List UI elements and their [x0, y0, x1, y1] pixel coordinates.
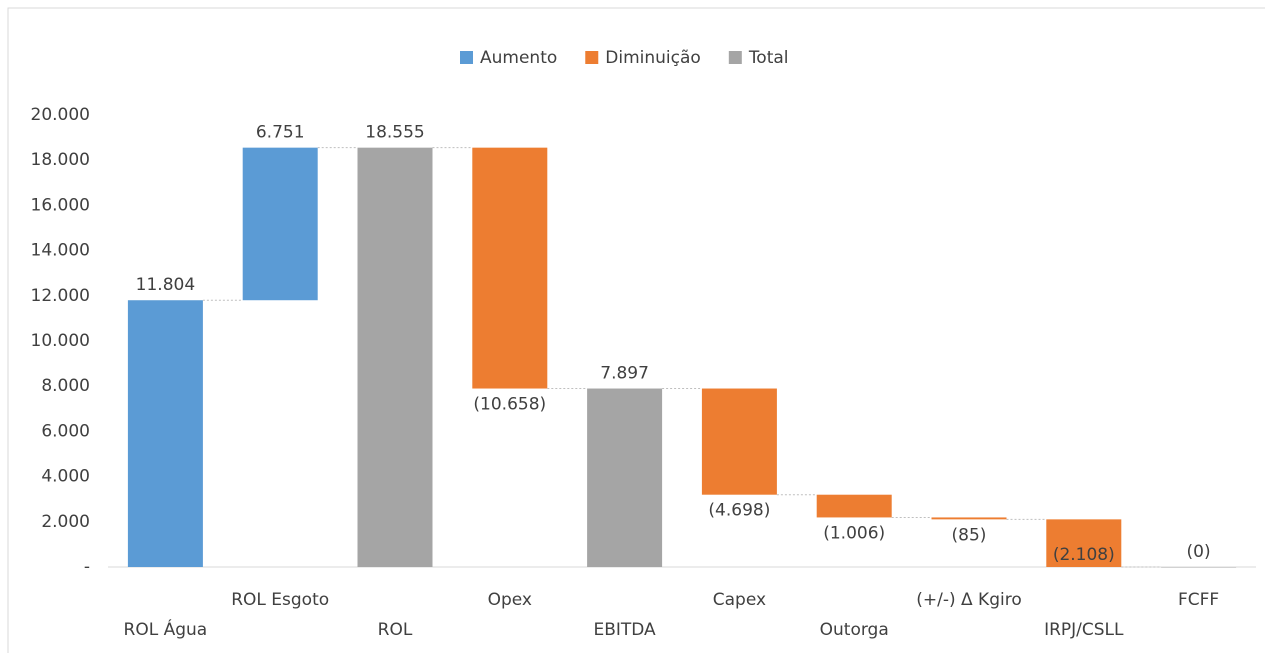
- bar: [701, 388, 777, 495]
- data-label: 18.555: [365, 123, 424, 143]
- data-label: (1.006): [823, 523, 885, 543]
- bar: [816, 494, 892, 518]
- x-tick-label: IRPJ/CSLL: [1044, 620, 1124, 640]
- y-tick-label: 20.000: [31, 105, 90, 125]
- x-tick-label: ROL: [378, 620, 413, 640]
- bar: [587, 388, 663, 567]
- y-tick-label: 16.000: [31, 195, 90, 215]
- data-label: 7.897: [600, 364, 649, 384]
- y-tick-label: 18.000: [31, 150, 90, 170]
- bar: [357, 147, 433, 568]
- y-tick-label: 6.000: [41, 421, 90, 441]
- x-tick-label: Capex: [713, 590, 766, 610]
- y-tick-label: 4.000: [41, 467, 90, 487]
- y-tick-label: 10.000: [31, 331, 90, 351]
- x-tick-label: FCFF: [1178, 590, 1219, 610]
- data-label: (4.698): [708, 501, 770, 521]
- bar: [242, 147, 318, 301]
- bar: [1161, 567, 1237, 568]
- legend-label: Total: [748, 48, 789, 68]
- bar: [127, 300, 203, 567]
- legend-swatch: [460, 51, 473, 64]
- x-tick-label: Opex: [488, 590, 532, 610]
- x-tick-label: ROL Esgoto: [231, 590, 329, 610]
- legend-swatch: [585, 51, 599, 64]
- data-label: (2.108): [1053, 545, 1115, 565]
- bar: [1046, 519, 1122, 567]
- y-tick-label: 14.000: [31, 241, 90, 261]
- data-label: (85): [952, 525, 987, 545]
- data-label: 6.751: [256, 123, 305, 143]
- y-tick-label: 2.000: [41, 512, 90, 532]
- legend-label: Aumento: [480, 48, 557, 68]
- y-tick-label: 12.000: [31, 286, 90, 306]
- x-tick-label: EBITDA: [593, 620, 656, 640]
- data-label: (0): [1187, 542, 1211, 562]
- y-tick-label: 8.000: [41, 376, 90, 396]
- legend-label: Diminuição: [605, 48, 701, 68]
- x-tick-label: ROL Água: [124, 618, 208, 640]
- data-label: (10.658): [473, 395, 546, 415]
- data-label: 11.804: [136, 275, 195, 295]
- x-tick-label: (+/-) Δ Kgiro: [916, 590, 1022, 610]
- bar: [472, 147, 548, 389]
- bar: [931, 517, 1007, 520]
- x-tick-label: Outorga: [820, 620, 889, 640]
- legend-swatch: [728, 51, 742, 64]
- y-tick-label: -: [84, 557, 90, 577]
